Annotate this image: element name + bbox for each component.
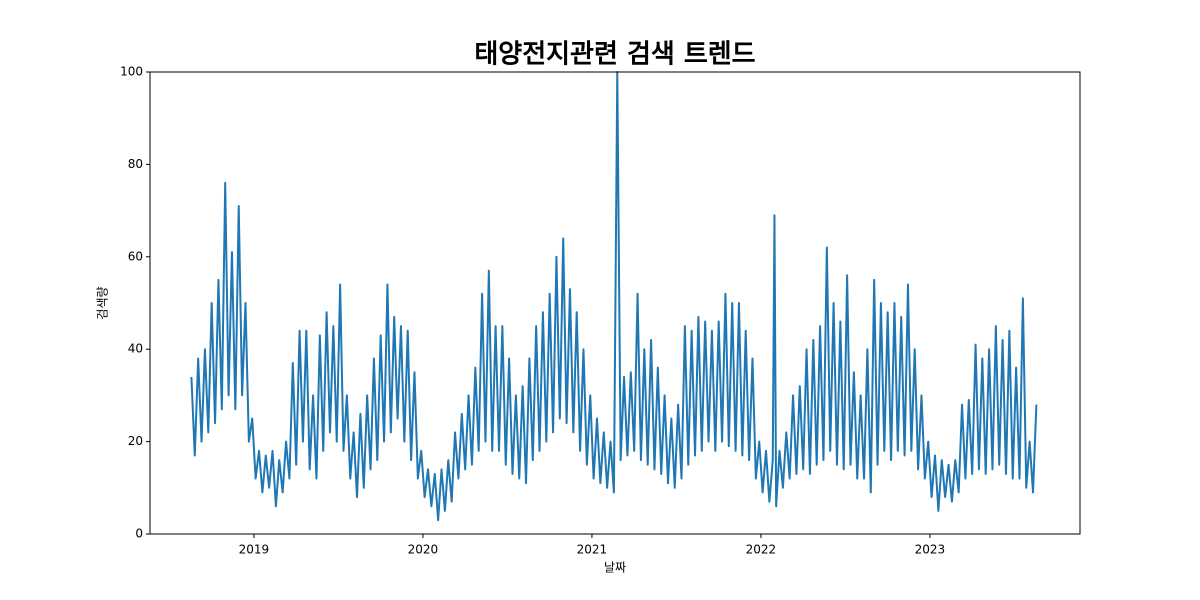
x-tick-label: 2020 <box>408 543 439 557</box>
y-tick-label: 20 <box>128 434 143 448</box>
x-tick-label: 2023 <box>915 543 946 557</box>
x-tick-label: 2019 <box>239 543 270 557</box>
y-tick-label: 100 <box>120 65 143 79</box>
chart-title: 태양전지관련 검색 트렌드 <box>474 40 755 70</box>
x-tick-label: 2022 <box>746 543 777 557</box>
y-tick-label: 60 <box>128 249 143 263</box>
y-tick-label: 0 <box>135 527 143 541</box>
plot-frame <box>149 71 1081 535</box>
line-series <box>190 71 1038 522</box>
x-tick-label: 2021 <box>577 543 608 557</box>
y-axis-label: 검색량 <box>96 286 110 319</box>
y-tick-label: 40 <box>128 342 143 356</box>
x-axis-label: 날짜 <box>604 561 626 575</box>
y-tick-label: 80 <box>128 157 143 171</box>
